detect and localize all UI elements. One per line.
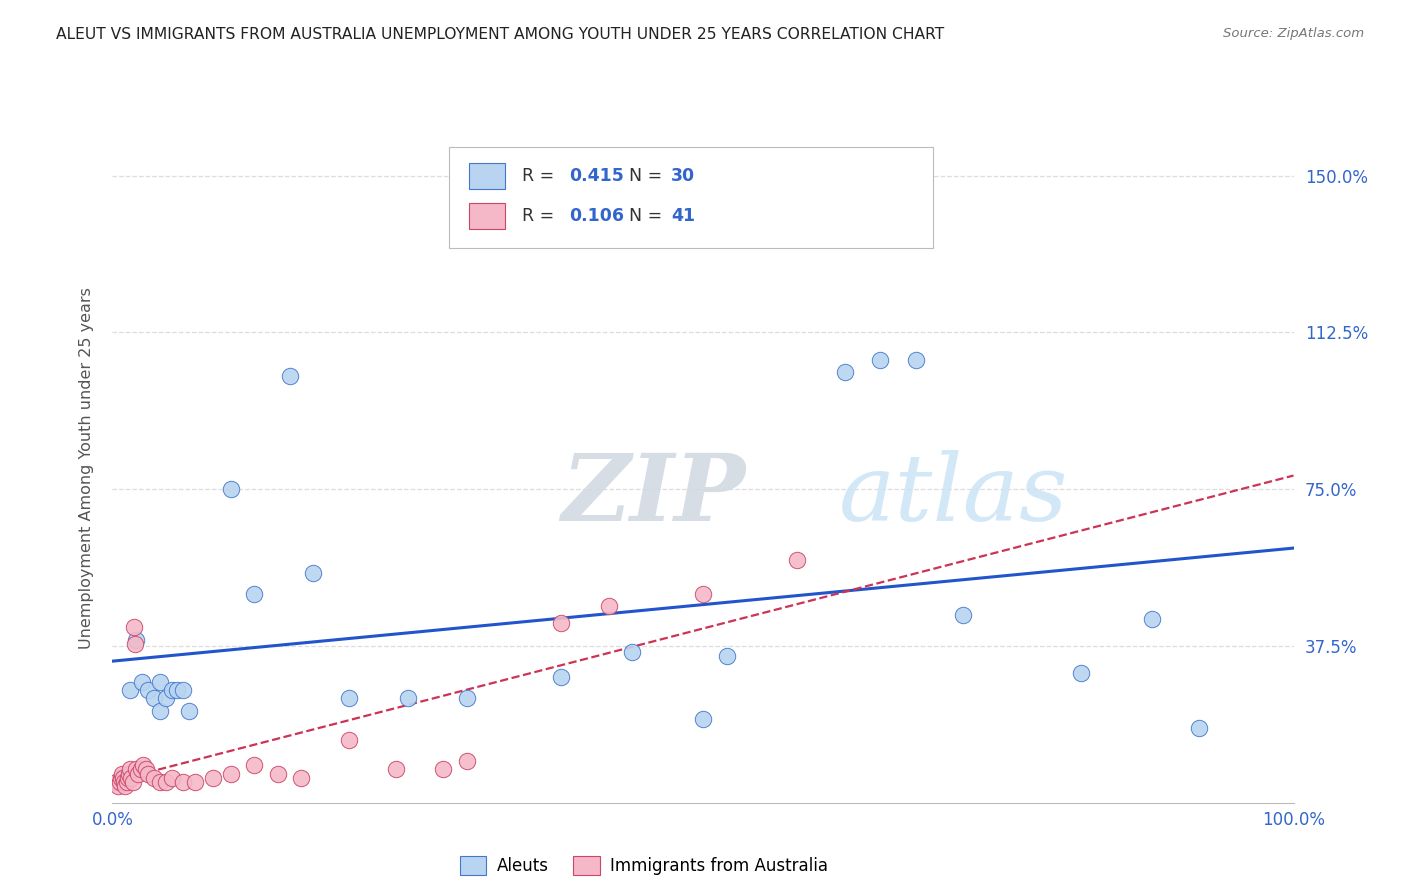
FancyBboxPatch shape [449,147,934,248]
Point [337,691,360,706]
Point [243,587,266,601]
Point [456,691,478,706]
Point [278,369,301,384]
Point [219,766,242,780]
Point [155,775,177,789]
Point [129,762,152,776]
Point [124,637,146,651]
Point [786,553,808,567]
Point [869,352,891,367]
Point [385,762,408,776]
Point [125,762,148,776]
Point [1188,721,1211,735]
FancyBboxPatch shape [470,202,505,229]
Point [111,766,134,780]
Point [456,754,478,768]
Point [716,649,738,664]
Point [136,766,159,780]
Point [179,704,201,718]
Text: R =: R = [522,167,560,185]
Point [149,674,172,689]
Point [127,766,149,780]
Point [121,775,143,789]
Point [692,587,714,601]
Point [1140,612,1163,626]
Text: Source: ZipAtlas.com: Source: ZipAtlas.com [1223,27,1364,40]
Point [172,775,194,789]
Text: atlas: atlas [839,450,1069,540]
Point [132,758,155,772]
Point [107,779,129,793]
Text: N =: N = [628,167,668,185]
Point [142,771,165,785]
Point [155,691,177,706]
Point [432,762,454,776]
Point [692,712,714,726]
Point [118,766,141,780]
Point [219,482,242,496]
Text: 0.415: 0.415 [569,167,624,185]
Point [117,771,139,785]
Legend: Aleuts, Immigrants from Australia: Aleuts, Immigrants from Australia [453,849,835,881]
Point [621,645,644,659]
Point [201,771,224,785]
Point [120,771,142,785]
FancyBboxPatch shape [470,162,505,189]
Y-axis label: Unemployment Among Youth under 25 years: Unemployment Among Youth under 25 years [79,287,94,649]
Point [112,775,135,789]
Point [114,779,136,793]
Point [110,771,132,785]
Point [160,682,183,697]
Point [135,762,157,776]
Point [112,771,135,785]
Text: ALEUT VS IMMIGRANTS FROM AUSTRALIA UNEMPLOYMENT AMONG YOUTH UNDER 25 YEARS CORRE: ALEUT VS IMMIGRANTS FROM AUSTRALIA UNEMP… [56,27,945,42]
Point [115,775,138,789]
Point [125,632,148,647]
Point [550,615,572,630]
Point [142,691,165,706]
Text: 0.106: 0.106 [569,207,624,225]
Point [149,775,172,789]
Point [120,682,142,697]
Point [166,682,188,697]
Point [172,682,194,697]
Point [550,670,572,684]
Point [149,704,172,718]
Point [952,607,974,622]
Point [160,771,183,785]
Point [302,566,325,580]
Point [598,599,620,614]
Point [267,766,290,780]
Point [105,775,128,789]
Point [1070,666,1092,681]
Point [904,352,927,367]
Point [136,682,159,697]
Point [184,775,207,789]
Text: 41: 41 [671,207,695,225]
Text: 30: 30 [671,167,695,185]
Point [243,758,266,772]
Point [396,691,419,706]
Point [290,771,312,785]
Point [834,365,856,379]
Point [120,762,142,776]
Point [131,674,153,689]
Text: N =: N = [628,207,668,225]
Point [108,775,131,789]
Point [122,620,145,634]
Text: R =: R = [522,207,560,225]
Text: ZIP: ZIP [561,450,745,540]
Point [337,733,360,747]
